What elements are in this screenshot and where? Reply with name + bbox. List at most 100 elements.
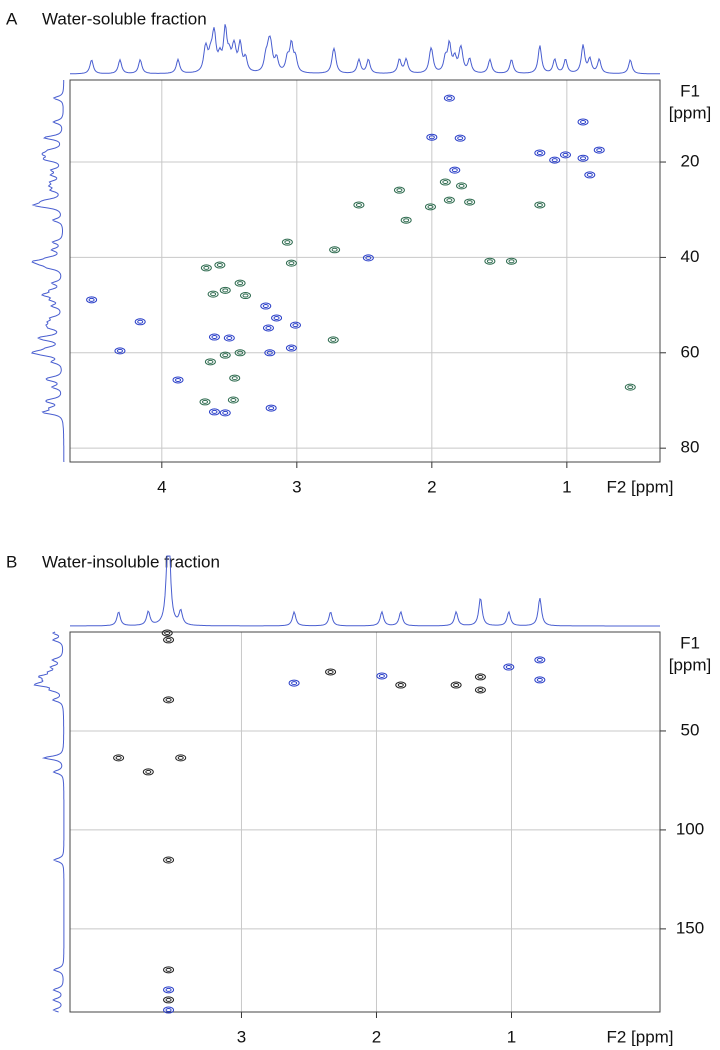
cross-peak — [134, 318, 146, 326]
cross-peak — [288, 679, 300, 687]
cross-peak — [163, 696, 175, 704]
cross-peak — [219, 286, 231, 294]
cross-peak — [222, 410, 229, 415]
cross-peak — [446, 96, 453, 101]
cross-peak — [486, 259, 493, 264]
cross-peak — [508, 259, 515, 264]
cross-peak — [222, 288, 229, 293]
cross-peak — [586, 172, 593, 177]
cross-peak — [165, 967, 172, 972]
cross-peak — [234, 279, 246, 287]
cross-peak — [202, 399, 209, 404]
panel-label: A — [6, 9, 18, 28]
cross-peak — [199, 398, 211, 406]
cross-peak — [549, 156, 561, 164]
cross-peak — [264, 349, 276, 357]
cross-peak — [396, 188, 403, 193]
cross-peak — [439, 178, 451, 186]
cross-peak — [164, 630, 171, 635]
cross-peak — [327, 669, 334, 674]
cross-peak — [577, 154, 589, 162]
cross-peak — [505, 257, 517, 265]
cross-peak — [271, 314, 283, 322]
cross-peak — [426, 133, 438, 141]
y-tick-label: 20 — [681, 152, 700, 171]
panel-title: Water-insoluble fraction — [42, 552, 220, 571]
y-tick-label: 50 — [681, 720, 700, 739]
y-axis-label: F1 — [680, 633, 700, 652]
y-tick-label: 100 — [676, 819, 704, 838]
cross-peak — [534, 656, 546, 664]
left-projection — [33, 631, 65, 1013]
plot-frame — [69, 631, 661, 1013]
cross-peak — [329, 246, 341, 254]
cross-peak — [457, 136, 464, 141]
cross-peak — [226, 336, 233, 341]
cross-peak — [505, 665, 512, 670]
y-tick-label: 80 — [681, 438, 700, 457]
cross-peak — [584, 171, 596, 179]
cross-peak — [161, 629, 173, 637]
y-axis-label: [ppm] — [669, 655, 712, 674]
cross-peak — [365, 255, 372, 260]
cross-peak — [580, 119, 587, 124]
cross-peak — [223, 334, 235, 342]
cross-peak — [288, 346, 295, 351]
y-axis-label: [ppm] — [669, 103, 712, 122]
cross-peak — [137, 319, 144, 324]
cross-peak — [240, 292, 252, 300]
x-tick-label: 2 — [372, 1027, 381, 1046]
cross-peak — [453, 683, 460, 688]
cross-peak — [450, 681, 462, 689]
cross-peak — [536, 202, 543, 207]
top-projection — [70, 555, 660, 627]
x-tick-label: 3 — [292, 477, 301, 496]
cross-peak — [163, 986, 175, 994]
cross-peak — [362, 254, 374, 262]
y-tick-label: 60 — [681, 342, 700, 361]
cross-peak — [424, 203, 436, 211]
cross-peak — [289, 321, 301, 329]
cross-peak — [534, 149, 546, 157]
cross-peak — [443, 94, 455, 102]
cross-peak — [534, 201, 546, 209]
cross-peak — [204, 358, 216, 366]
cross-peak — [262, 324, 274, 332]
cross-peak — [577, 118, 589, 126]
cross-peak — [596, 148, 603, 153]
cross-peak — [262, 304, 269, 309]
cross-peak — [268, 406, 275, 411]
cross-peak — [242, 293, 249, 298]
cross-peak — [265, 325, 272, 330]
cross-peak — [427, 204, 434, 209]
cross-peak — [115, 755, 122, 760]
cross-peak — [163, 966, 175, 974]
cross-peak — [395, 681, 407, 689]
cross-peak — [163, 856, 175, 864]
cross-peak — [266, 350, 273, 355]
cross-peak — [165, 997, 172, 1002]
cross-peak — [231, 376, 238, 381]
cross-peak — [219, 409, 231, 417]
cross-peak — [534, 676, 546, 684]
cross-peak — [237, 281, 244, 286]
x-axis-label: F2 [ppm] — [606, 477, 673, 496]
cross-peak — [451, 168, 458, 173]
cross-peak — [214, 261, 226, 269]
cross-peak — [325, 668, 337, 676]
cross-peak — [237, 350, 244, 355]
cross-peak — [200, 264, 212, 272]
cross-peak — [593, 146, 605, 154]
cross-peak — [116, 348, 123, 353]
cross-peak — [393, 186, 405, 194]
cross-peak — [177, 755, 184, 760]
cross-peak — [86, 296, 98, 304]
cross-peak — [285, 344, 297, 352]
cross-peak — [210, 292, 217, 297]
cross-peak — [260, 302, 272, 310]
cross-peak — [227, 396, 239, 404]
cross-peak — [163, 1006, 175, 1014]
top-projection — [70, 24, 660, 75]
cross-peak — [376, 672, 388, 680]
